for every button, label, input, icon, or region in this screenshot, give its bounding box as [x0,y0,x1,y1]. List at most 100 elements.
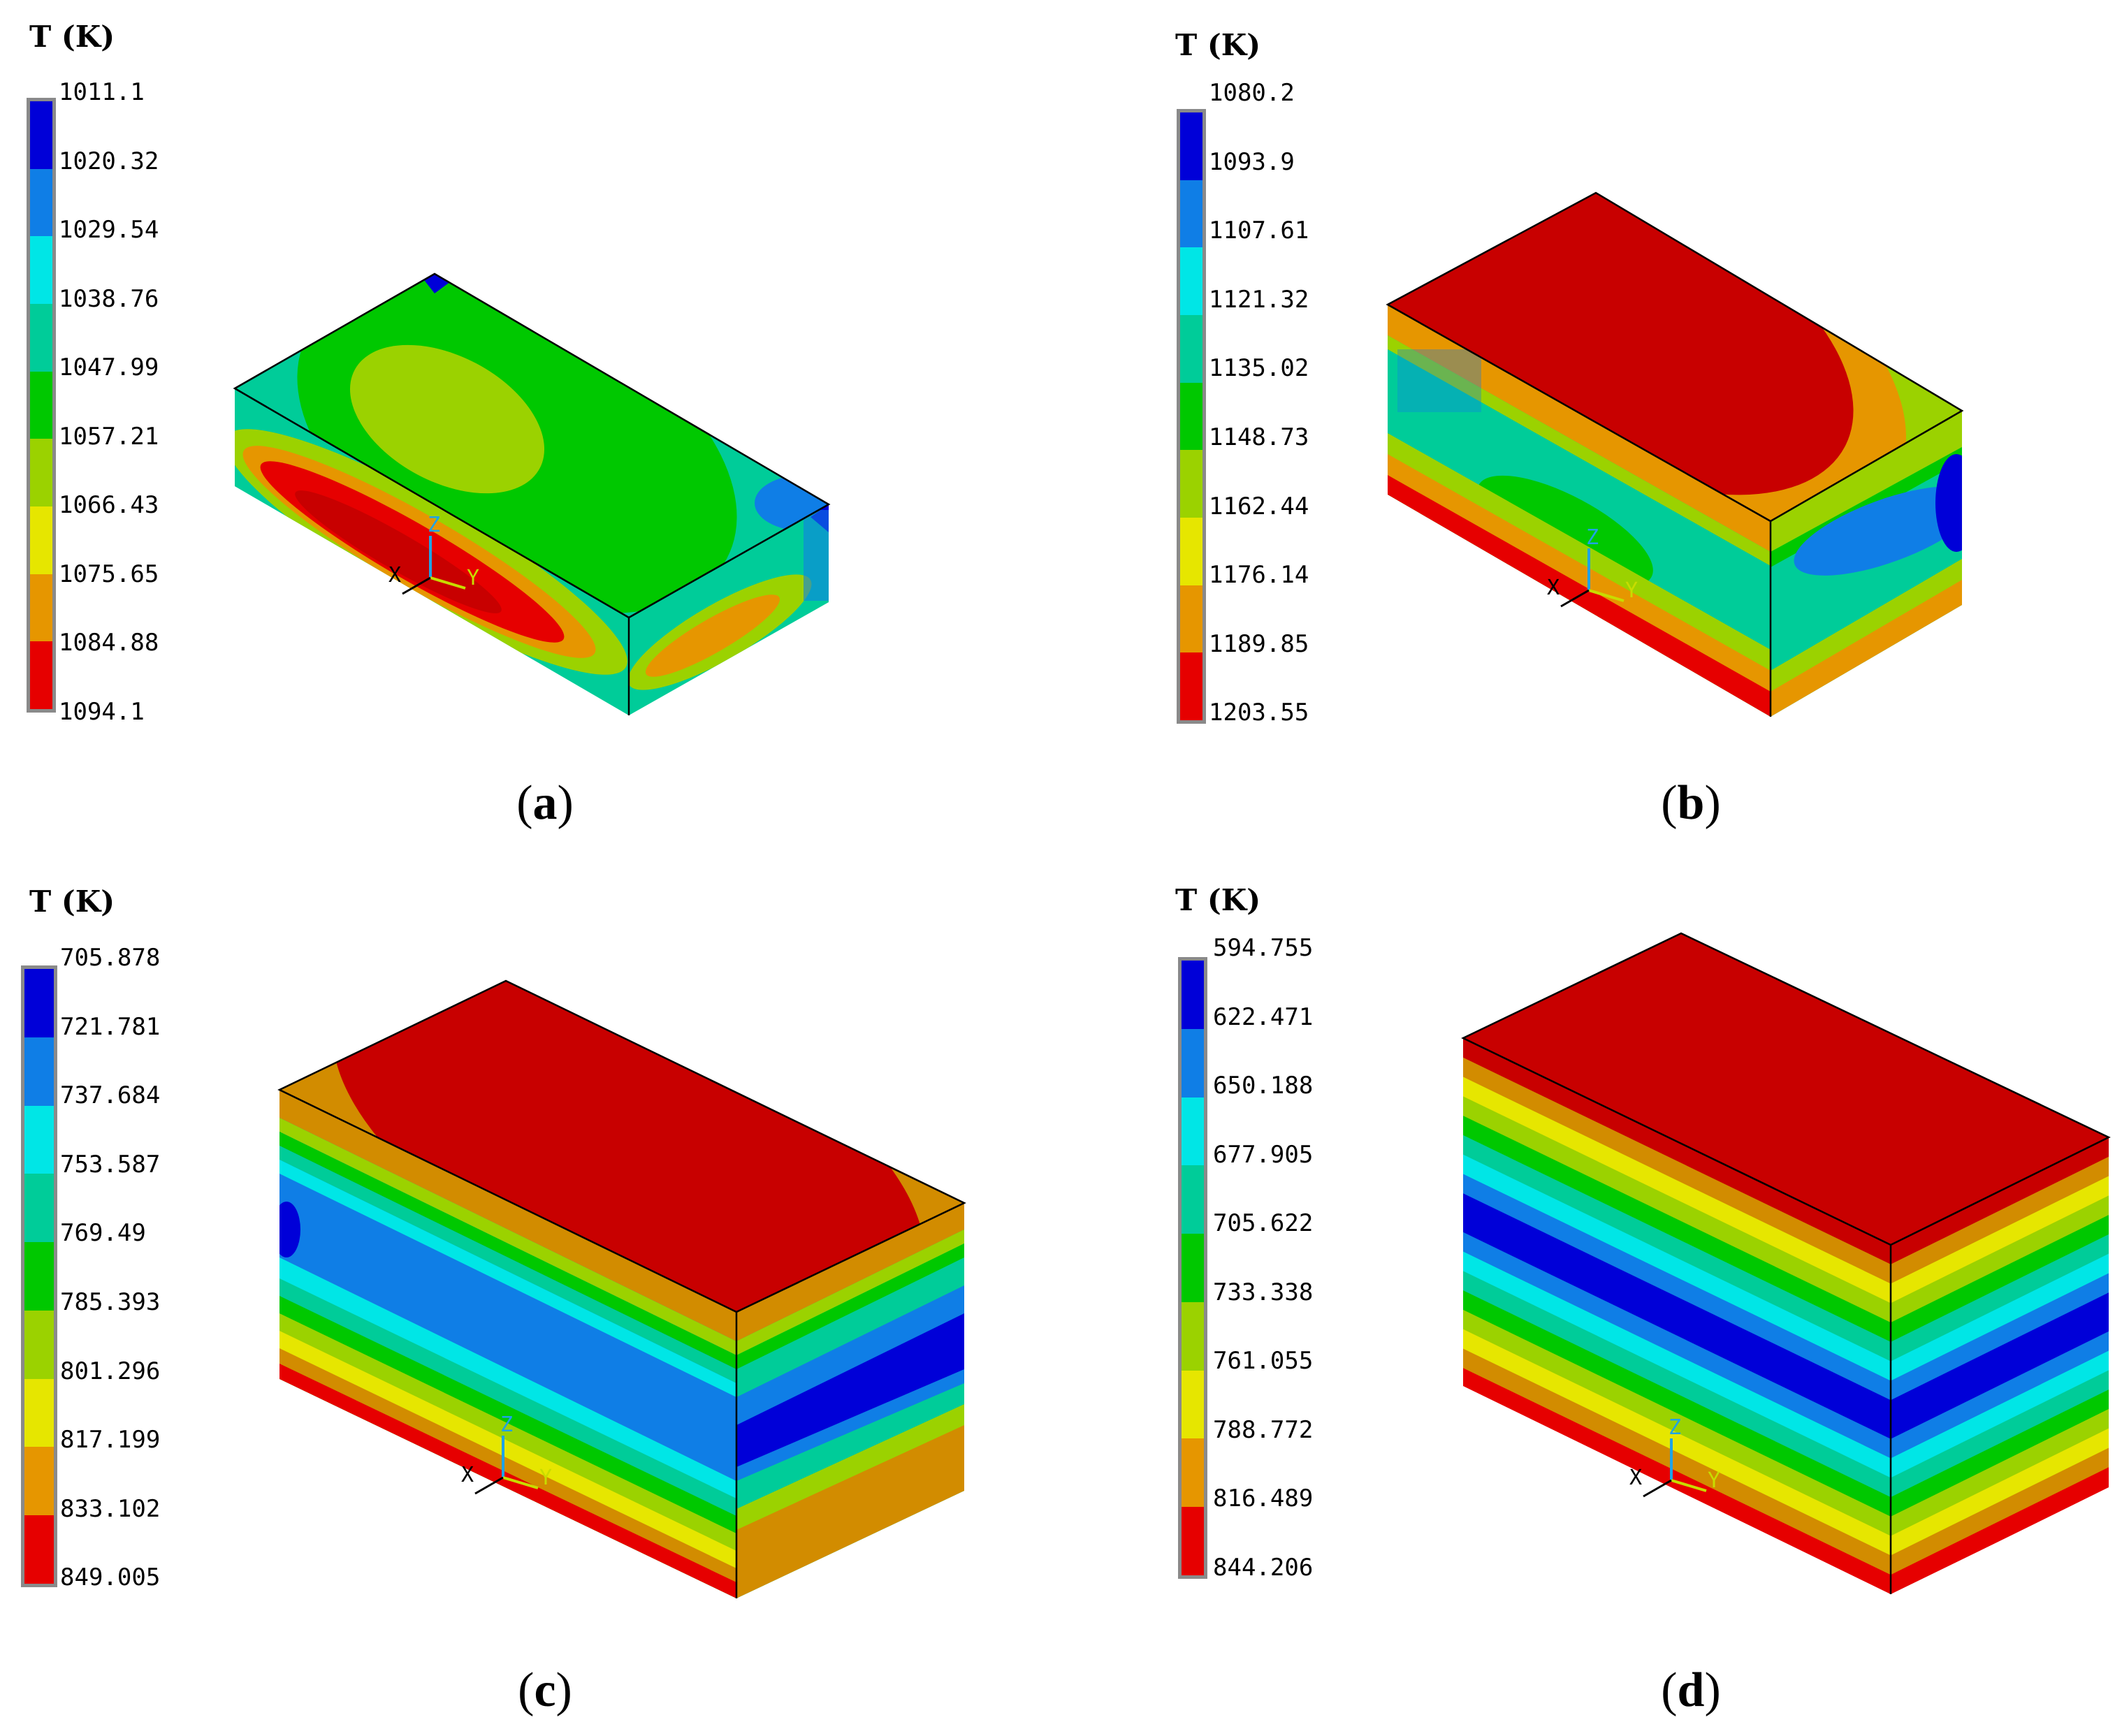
legend-tick-label: 1094.1 [59,697,145,726]
legend-band [1180,315,1202,383]
front-band [1463,1135,1891,1362]
legend-band [1180,450,1202,518]
axis-z-label: Z [428,513,441,537]
legend-tick-label: 1093.9 [1209,147,1295,176]
front-band [1463,1193,1891,1420]
temperature-model-a [233,272,831,715]
legend-band [24,1242,54,1311]
axis-triad-c: Z Y X [461,1413,573,1505]
front-band [1463,1232,1891,1459]
legend-band [30,304,52,372]
legend-tick-label: 753.587 [60,1150,161,1179]
legend-band [1182,1438,1204,1508]
side-band [1891,1408,2109,1537]
temperature-model-c [277,979,966,1598]
panel-a: T (K) [0,0,1055,866]
front-band [1463,1213,1891,1440]
legend-tick-label: 816.489 [1213,1485,1314,1512]
legend-tick-label: 622.471 [1213,1002,1314,1031]
unit-label-c: T (K) [29,884,115,919]
front-band [1463,1116,1891,1343]
legend-tick-label: 817.199 [60,1426,161,1454]
legend-tick-label: 1047.99 [59,353,159,381]
axis-y-label: Y [467,566,480,590]
legend-band [24,1515,54,1584]
side-band [1891,1447,2109,1576]
axis-triad-b: Z Y X [1547,525,1659,618]
legend-tick-label: 650.188 [1213,1072,1314,1100]
side-band [1891,1350,2109,1479]
axis-z-label: Z [1669,1415,1682,1440]
legend-tick-label: 1075.65 [59,560,159,588]
side-band [1891,1331,2109,1459]
legend-tick-label: 1107.61 [1209,217,1309,245]
legend-tick-label: 1038.76 [59,284,159,313]
axis-x-label: X [1547,576,1560,600]
legend-tick-label: 733.338 [1213,1278,1314,1306]
legend-bands-b [1180,112,1202,721]
legend-tick-label: 833.102 [60,1494,161,1523]
legend-band [1180,180,1202,248]
unit-label-b: T (K) [1175,28,1261,62]
legend-tick-label: 788.772 [1213,1415,1314,1444]
legend-tick-label: 1176.14 [1209,561,1309,590]
legend-tick-label: 1203.55 [1209,699,1309,727]
legend-tick-label: 1135.02 [1209,354,1309,383]
legend-tick-label: 737.684 [60,1081,161,1110]
legend-band [24,1310,54,1379]
legend-band [24,1447,54,1516]
front-band [1463,1329,1891,1556]
legend-band [1182,1507,1204,1576]
legend-band [30,371,52,439]
legend-tick-label: 705.622 [1213,1209,1314,1237]
triad-arrows [474,1436,539,1495]
panel-c: T (K) [0,866,1055,1736]
legend-tick-label: 594.755 [1213,934,1314,962]
legend-band [30,506,52,574]
triad-arrows [402,536,466,595]
front-band [1463,1174,1891,1401]
color-legend-a [27,98,56,713]
legend-tick-label: 849.005 [60,1563,161,1592]
front-band [1463,1077,1891,1304]
legend-tick-label: 677.905 [1213,1140,1314,1169]
legend-band [1182,961,1204,1029]
front-band [1463,1309,1891,1537]
side-band [1891,1253,2109,1382]
legend-band [24,1105,54,1174]
side-band [1891,1467,2109,1594]
caption-c: (c) [518,1663,572,1717]
axis-x-label: X [388,563,402,588]
color-legend-b [1177,109,1206,724]
panel-b: T (K) [1132,0,2115,866]
side-band [1891,1273,2109,1401]
side-band [1891,1370,2109,1498]
legend-band [1182,1234,1204,1302]
legend-tick-label: 1057.21 [59,422,159,451]
side-band [1891,1234,2109,1362]
legend-tick-label: 1121.32 [1209,285,1309,314]
color-legend-c [21,965,57,1587]
front-band [1463,1290,1891,1517]
legend-tick-label: 1011.1 [59,78,145,106]
legend-band [1182,1370,1204,1439]
legend-band [30,439,52,507]
legend-band [1180,585,1202,653]
legend-band [1182,1301,1204,1371]
legend-tick-label: 1020.32 [59,147,159,175]
axis-y-label: Y [539,1466,553,1490]
legend-tick-label: 785.393 [60,1288,161,1316]
side-band [1891,1292,2109,1420]
caption-b: (b) [1661,776,1721,830]
axis-y-label: Y [1625,578,1638,603]
legend-tick-label: 1162.44 [1209,492,1309,520]
unit-label-a: T (K) [29,20,115,54]
legend-band [30,101,52,169]
side-band [1891,1137,2109,1265]
legend-band [24,1174,54,1243]
side-band [1891,1389,2109,1517]
legend-band [1180,518,1202,585]
legend-band [1180,652,1202,721]
legend-band [30,168,52,237]
legend-band [30,641,52,710]
